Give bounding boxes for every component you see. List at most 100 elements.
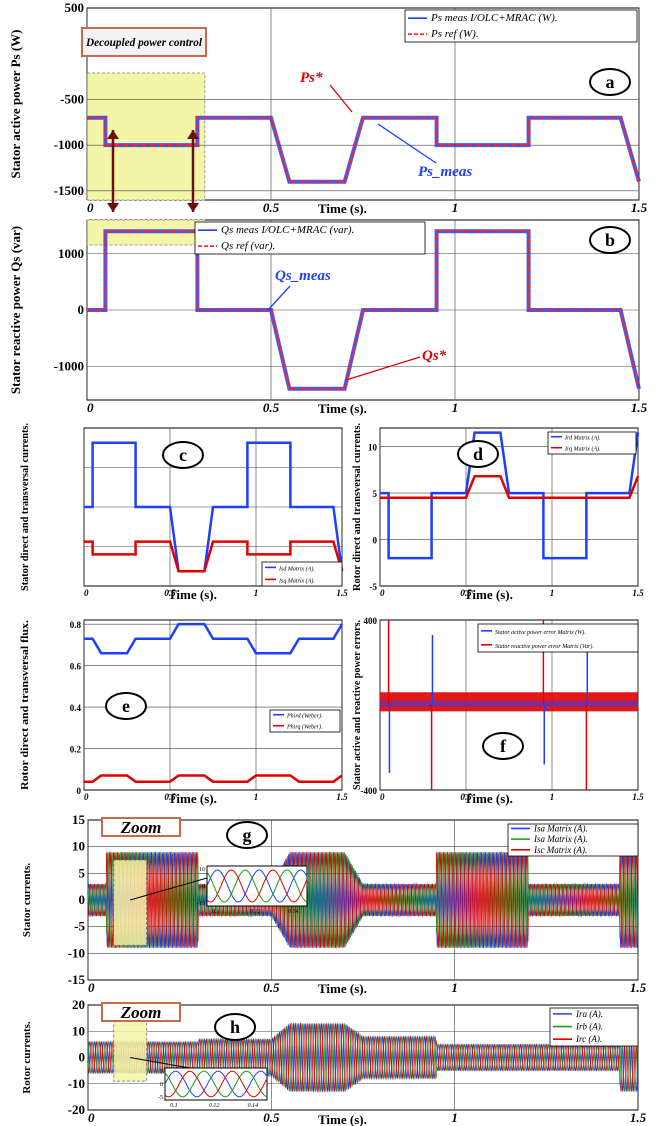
x-tick-label: 0.5 bbox=[263, 1110, 280, 1125]
panel-letter-circle bbox=[214, 1013, 256, 1041]
legend-box bbox=[194, 221, 426, 255]
inset-x-tick: 0.1 bbox=[212, 909, 220, 915]
panel-a: 0 0.5 1 1.5 500 -500 -1000 -1500 Time (s). Stator… bbox=[8, 0, 648, 216]
x-tick-label: 1.5 bbox=[631, 200, 648, 215]
legend: Ira (A). Irb (A). Irc (A). bbox=[549, 1007, 639, 1047]
x-tick-label: 0.5 bbox=[263, 400, 280, 415]
panel-e: 0 0.5 1 1.5 0.8 0.6 0.4 0.2 0 Time (s). Rotor dire… bbox=[19, 619, 348, 806]
y-tick-label: -1500 bbox=[54, 183, 84, 198]
zoom-label-text: Zoom bbox=[120, 818, 162, 837]
inset-line-phase-3 bbox=[164, 1070, 268, 1098]
x-tick-label: 0 bbox=[84, 588, 89, 598]
inset-y-tick: 5 bbox=[160, 1069, 163, 1075]
panel-letter: c bbox=[179, 445, 187, 465]
y-tick-label: 0.4 bbox=[70, 703, 82, 713]
y-tick-label: 10 bbox=[368, 443, 378, 453]
inset-y-tick: -10 bbox=[197, 901, 205, 907]
y-tick-label: 400 bbox=[364, 616, 378, 626]
y-tick-label: 10 bbox=[72, 1023, 85, 1038]
inset-y-tick: 0 bbox=[160, 1082, 163, 1088]
panel-letter-circle bbox=[589, 226, 631, 254]
panel-h: 0 0.5 1 1.5 20 10 0 -10 -20 Time (s). Rotor curren… bbox=[21, 997, 647, 1126]
x-tick-label: 0.5 bbox=[263, 980, 280, 995]
series-line-2 bbox=[380, 475, 640, 499]
y-axis-label: Stator currents. bbox=[21, 863, 33, 937]
series-line-phase-3 bbox=[87, 851, 639, 949]
series-line-reference bbox=[87, 230, 640, 390]
y-tick-label: 0 bbox=[77, 786, 82, 796]
inset-x-tick: 0.12 bbox=[209, 1103, 220, 1109]
inset-x-tick: 0.12 bbox=[250, 909, 261, 915]
legend-label: Isq Matrix (A). bbox=[278, 577, 315, 584]
x-tick-label: 0 bbox=[87, 200, 94, 215]
x-axis-label: Time (s). bbox=[464, 791, 513, 806]
panel-c: 0 0.5 1 1.5 Time (s). Stator direct and trans… bbox=[19, 423, 348, 602]
y-tick-label: -10 bbox=[68, 1076, 85, 1091]
x-tick-label: 1 bbox=[451, 980, 458, 995]
series-band-active bbox=[380, 700, 638, 707]
panel-letter-circle bbox=[457, 440, 499, 468]
x-tick-label: 0.5 bbox=[164, 792, 176, 802]
x-axis-label: Time (s). bbox=[318, 981, 367, 996]
y-axis-label-text: Stator reactive power Qs (var) bbox=[8, 226, 23, 394]
x-tick-label: 0 bbox=[88, 980, 95, 995]
y-axis-label-text: Stator active power Ps (W) bbox=[8, 30, 23, 179]
series-line-phase-1 bbox=[87, 851, 639, 949]
y-tick-label: -10 bbox=[68, 945, 85, 960]
x-tick-label: 0.5 bbox=[460, 588, 472, 598]
series-line-phase-2 bbox=[87, 851, 639, 949]
series-line-2 bbox=[84, 774, 343, 783]
series-line-1 bbox=[380, 431, 640, 560]
x-tick-label: 1.5 bbox=[631, 400, 648, 415]
y-tick-label: 20 bbox=[72, 997, 85, 1012]
legend-label: Ps meas I/OLC+MRAC (W). bbox=[430, 12, 558, 24]
panel-letter: g bbox=[243, 825, 252, 845]
x-tick-label: 0 bbox=[87, 400, 94, 415]
annotation-qs-meas: Qs_meas bbox=[275, 268, 331, 284]
x-tick-label: 0 bbox=[84, 792, 89, 802]
annotation-ps-star: Ps* bbox=[300, 70, 323, 86]
arrowhead-up bbox=[187, 130, 199, 139]
annotation-ps-star-arrow bbox=[329, 84, 353, 113]
legend-label: Phird (Weber). bbox=[286, 713, 323, 720]
legend-box bbox=[547, 431, 637, 455]
panel-letter: a bbox=[606, 72, 615, 92]
panel-letter: d bbox=[473, 444, 483, 464]
y-axis-label-text: Stator active and reactive power errors. bbox=[351, 620, 363, 790]
series-line-phase-1 bbox=[87, 1022, 639, 1093]
x-tick-label: 0.5 bbox=[263, 200, 280, 215]
x-axis-label: Time (s). bbox=[168, 587, 217, 602]
legend-label: Qs ref (var). bbox=[221, 240, 275, 252]
x-tick-label: 1 bbox=[452, 400, 459, 415]
zoom-label-text: Zoom bbox=[120, 1003, 162, 1022]
legend-label: Isd Matrix (A). bbox=[278, 565, 315, 572]
panel-letter: e bbox=[122, 696, 130, 716]
y-tick-label: -500 bbox=[60, 91, 84, 106]
legend: Isd Matrix (A). Isq Matrix (A). bbox=[261, 561, 343, 587]
arrowhead-up bbox=[107, 130, 119, 139]
panel-g: 0 0.5 1 1.5 15 10 5 0 -5 -10 -15 Time (s). Stator cu… bbox=[21, 812, 647, 996]
y-tick-label: 1000 bbox=[58, 246, 84, 261]
y-axis-label: Stator active and reactive power errors. bbox=[351, 620, 363, 790]
x-axis-label: Time (s). bbox=[464, 587, 513, 602]
inset-x-tick: 0.14 bbox=[248, 1102, 259, 1109]
y-tick-label: 0.6 bbox=[70, 662, 82, 672]
y-tick-label: 10 bbox=[72, 839, 85, 854]
y-axis-label: Stator reactive power Qs (var) bbox=[8, 226, 23, 394]
legend-box bbox=[261, 561, 343, 587]
y-axis-label: Stator active power Ps (W) bbox=[8, 30, 23, 179]
x-tick-label: 0 bbox=[380, 792, 385, 802]
legend-label: Irb (A). bbox=[575, 1022, 603, 1032]
inset-line-phase-3 bbox=[206, 869, 308, 903]
y-tick-label: -15 bbox=[68, 972, 86, 987]
legend-box bbox=[269, 709, 341, 733]
legend: Qs meas I/OLC+MRAC (var). Qs ref (var). bbox=[194, 221, 426, 255]
annotation-ps-meas-arrow bbox=[377, 123, 437, 164]
panel-letter: f bbox=[500, 736, 507, 756]
y-axis-label-text: Rotor direct and transversal currents. bbox=[351, 423, 363, 591]
y-tick-label: 5 bbox=[79, 865, 86, 880]
annotation-ps-meas: Ps_meas bbox=[418, 164, 472, 180]
legend-label: Ps ref (W). bbox=[430, 28, 479, 40]
zoom-label-box bbox=[101, 817, 181, 837]
annotation-decoupled: Decoupled power control bbox=[81, 27, 207, 57]
